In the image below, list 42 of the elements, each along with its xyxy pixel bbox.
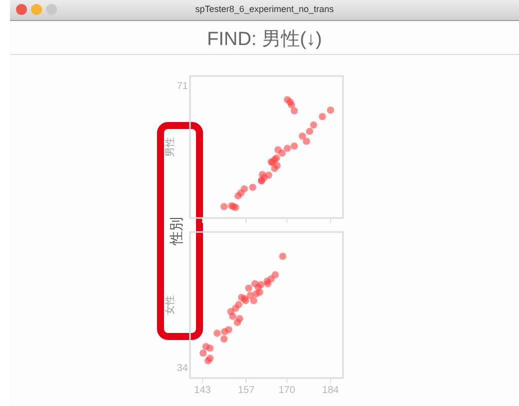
x-tick-label: 143: [194, 384, 212, 396]
y-axis-title: 女性: [164, 295, 176, 315]
x-tick-label: 157: [238, 384, 255, 396]
text: spTester8_6_experiment_no_trans: [194, 4, 335, 14]
y-axis-title: 男性: [164, 137, 176, 157]
point: [229, 312, 236, 320]
point: [232, 204, 240, 212]
point: [245, 284, 252, 292]
point: [264, 280, 272, 288]
point: [249, 184, 256, 191]
point: [250, 297, 258, 304]
point: [204, 357, 212, 364]
point: [310, 121, 318, 129]
point: [221, 328, 228, 336]
point: [202, 343, 210, 350]
point: [234, 318, 242, 326]
point: [302, 138, 310, 145]
point: [306, 128, 314, 135]
point: [220, 203, 228, 210]
x-tick-label: 184: [322, 384, 340, 396]
text: 34: [176, 362, 188, 374]
point: [290, 107, 298, 114]
point: [246, 292, 254, 299]
chart-title: FIND: 男性(↓): [206, 28, 324, 52]
text: 性別: [168, 217, 186, 245]
point: [290, 142, 298, 150]
point: [220, 335, 228, 343]
point: [238, 294, 246, 302]
point: [278, 149, 286, 157]
point: [326, 106, 334, 114]
point: [318, 112, 326, 120]
point: [252, 290, 260, 298]
point: [284, 144, 292, 152]
text: 71: [176, 80, 188, 92]
point: [200, 349, 207, 357]
point: [214, 330, 221, 337]
point: [271, 164, 278, 172]
point: [234, 192, 242, 200]
x-tick-label: 170: [278, 384, 296, 396]
point: [288, 101, 296, 108]
point: [279, 252, 286, 260]
point: [298, 132, 306, 140]
